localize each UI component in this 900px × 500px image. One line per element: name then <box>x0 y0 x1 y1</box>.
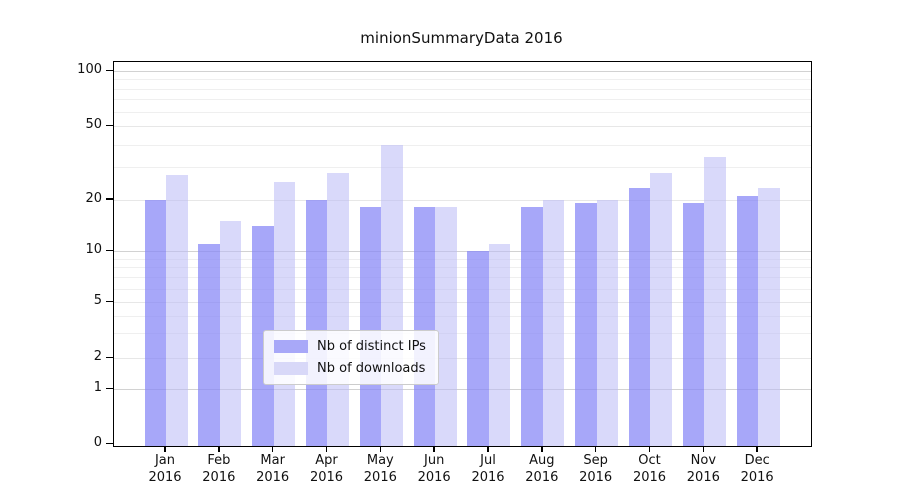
legend-swatch-downloads <box>274 362 308 375</box>
x-tick-mark <box>325 446 328 452</box>
x-tick-mark <box>648 446 651 452</box>
y-tick-mark <box>106 124 114 126</box>
x-tick-label: Apr 2016 <box>309 453 344 485</box>
bar-distinct-ips <box>198 243 220 446</box>
bar-distinct-ips <box>521 207 543 446</box>
bar-downloads <box>596 199 619 446</box>
bar-downloads <box>435 207 457 446</box>
x-tick-label: Mar 2016 <box>256 453 290 485</box>
y-tick-mark <box>106 69 114 71</box>
y-gridline <box>114 144 811 146</box>
x-tick-label: Jan 2016 <box>148 453 182 485</box>
bar-downloads <box>542 199 565 446</box>
x-tick-mark <box>487 446 489 452</box>
bar-downloads <box>758 188 780 446</box>
x-tick-label: May 2016 <box>363 453 397 485</box>
y-gridline-decade <box>114 71 811 72</box>
bar-distinct-ips <box>252 226 274 446</box>
legend-item-distinct-ips: Nb of distinct IPs <box>274 339 426 354</box>
x-tick-mark <box>433 446 435 452</box>
y-gridline <box>114 88 811 90</box>
x-tick-label: Feb 2016 <box>202 453 236 485</box>
legend: Nb of distinct IPs Nb of downloads <box>263 330 439 385</box>
y-gridline <box>114 315 811 317</box>
bar-distinct-ips <box>736 195 759 446</box>
y-tick-label: 1 <box>93 380 102 395</box>
legend-swatch-distinct-ips <box>274 340 308 353</box>
y-gridline <box>114 167 811 168</box>
x-tick-mark <box>702 446 705 452</box>
y-gridline <box>114 267 811 269</box>
x-tick-label: Nov 2016 <box>686 453 720 485</box>
x-tick-label: Jun 2016 <box>417 453 451 485</box>
x-tick-mark <box>271 446 274 452</box>
y-tick-mark <box>106 300 114 302</box>
y-gridline <box>114 99 811 101</box>
y-tick-label: 50 <box>85 117 102 132</box>
y-gridline <box>114 333 811 335</box>
bar-downloads <box>273 181 296 446</box>
x-tick-mark <box>218 446 220 452</box>
bar-distinct-ips <box>413 207 436 446</box>
bar-distinct-ips <box>467 251 489 446</box>
y-tick-label: 2 <box>93 349 102 364</box>
y-gridline <box>114 111 811 113</box>
bar-downloads <box>650 172 672 446</box>
legend-item-downloads: Nb of downloads <box>274 361 426 376</box>
y-gridline-decade <box>114 389 811 390</box>
bar-downloads <box>219 220 242 446</box>
y-tick-label: 20 <box>85 190 102 206</box>
y-tick-mark <box>106 249 114 251</box>
y-tick-label: 10 <box>85 242 102 257</box>
legend-label: Nb of distinct IPs <box>317 339 426 354</box>
y-tick-label: 100 <box>77 62 102 77</box>
x-tick-label: Oct 2016 <box>632 453 667 485</box>
x-tick-label: Aug 2016 <box>525 453 559 485</box>
y-tick-label: 0 <box>93 435 102 450</box>
plot-area <box>113 61 812 447</box>
y-gridline <box>114 258 811 260</box>
y-gridline <box>114 358 811 359</box>
y-gridline <box>114 302 811 303</box>
bar-distinct-ips <box>682 203 705 446</box>
y-tick-mark <box>106 442 114 444</box>
x-tick-mark <box>594 446 597 452</box>
x-tick-label: Jul 2016 <box>471 453 505 485</box>
bar-downloads <box>327 172 349 446</box>
bar-distinct-ips <box>305 199 328 446</box>
bar-downloads <box>488 243 511 446</box>
x-tick-label: Sep 2016 <box>579 453 613 485</box>
y-gridline <box>114 277 811 279</box>
y-tick-mark <box>106 198 114 200</box>
bar-distinct-ips <box>575 203 597 446</box>
x-tick-label: Dec 2016 <box>740 453 774 485</box>
bar-distinct-ips <box>359 207 382 446</box>
bar-distinct-ips <box>144 199 166 446</box>
y-tick-label: 5 <box>93 293 102 308</box>
y-gridline <box>114 126 811 127</box>
x-tick-mark <box>379 446 382 452</box>
y-tick-mark <box>106 356 114 358</box>
y-gridline <box>114 79 811 81</box>
bar-downloads <box>704 157 726 446</box>
x-tick-mark <box>164 446 166 452</box>
bar-downloads <box>381 144 403 446</box>
x-tick-mark <box>756 446 758 452</box>
y-gridline <box>114 288 811 290</box>
y-gridline <box>114 199 811 201</box>
chart-title: minionSummaryData 2016 <box>360 29 563 47</box>
legend-label: Nb of downloads <box>317 361 426 376</box>
y-tick-mark <box>106 387 114 389</box>
bar-distinct-ips <box>628 188 651 446</box>
x-tick-mark <box>541 446 543 452</box>
y-gridline-decade <box>114 251 811 252</box>
bar-downloads <box>166 175 188 446</box>
